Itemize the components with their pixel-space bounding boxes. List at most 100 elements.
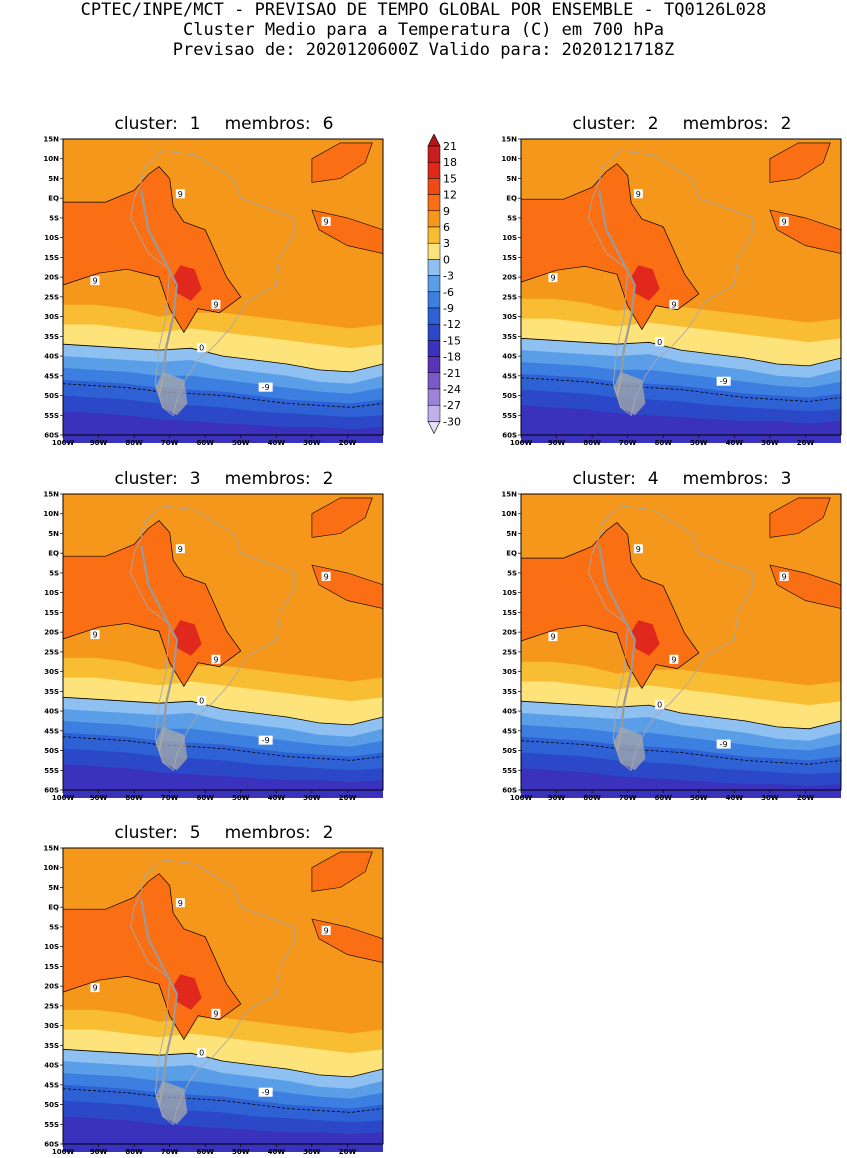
- latitude-tick-label: 10S: [44, 943, 59, 951]
- contour-line-0: [62, 343, 384, 373]
- contour-label-box: [633, 544, 643, 554]
- contour-label-box: [655, 700, 665, 710]
- warm-blob-northeast: [311, 497, 373, 538]
- colorbar-tick-label: 18: [443, 156, 457, 169]
- patagonia-terrain: [613, 726, 646, 771]
- contour-label-box: [321, 571, 331, 581]
- latitude-tick-label: 45S: [502, 727, 517, 735]
- contour-label: 9: [324, 217, 329, 226]
- latitude-tick-label: 5N: [506, 175, 517, 183]
- contour-fill-group: [62, 494, 384, 798]
- contour-label: 9: [324, 926, 329, 935]
- longitude-tick-label: 80W: [125, 439, 143, 447]
- map-frame: [62, 493, 384, 791]
- south-america-coastline: [130, 859, 295, 1126]
- contour-label: 9: [178, 545, 183, 554]
- longitude-tick-label: 80W: [125, 794, 143, 802]
- contour-line-0: [62, 696, 384, 726]
- colorbar-tick-label: -27: [443, 399, 461, 412]
- contour-label-box: [779, 571, 789, 581]
- map-frame: [520, 493, 842, 791]
- contour-label-box: [90, 983, 100, 993]
- longitude-tick-label: 30W: [303, 1148, 321, 1156]
- colorbar-tick-label: -3: [443, 270, 454, 283]
- south-america-coastline: [130, 150, 295, 417]
- contour-label: -9: [720, 740, 728, 749]
- contour-fill-group: [520, 139, 842, 443]
- latitude-tick-label: 50S: [502, 392, 517, 400]
- latitude-tick-label: 10N: [501, 510, 517, 518]
- colorbar-segment: [427, 226, 441, 244]
- latitude-tick-label: 45S: [44, 727, 59, 735]
- contour-label-box: [175, 898, 185, 908]
- colorbar-tick-label: -9: [443, 302, 454, 315]
- contour-label-box: [548, 273, 558, 283]
- colorbar-tick-label: -12: [443, 318, 461, 331]
- latitude-tick-label: 5S: [49, 569, 59, 577]
- contour-label: 9: [92, 631, 97, 640]
- colorbar-segment: [427, 178, 441, 195]
- longitude-tick-label: 70W: [619, 439, 637, 447]
- latitude-tick-label: 55S: [44, 767, 59, 775]
- contour-label-box: [175, 189, 185, 199]
- latitude-tick-label: 25S: [502, 648, 517, 656]
- contour-label-box: [175, 544, 185, 554]
- contour-fill-group: [62, 139, 384, 443]
- panel-title: cluster: 3 membros: 2: [114, 469, 334, 489]
- temperature-band-12-15: [173, 265, 202, 301]
- latitude-tick-label: 50S: [44, 1101, 59, 1109]
- contour-label-box: [548, 632, 558, 642]
- latitude-tick-label: 20S: [502, 274, 517, 282]
- longitude-tick-label: 100W: [52, 794, 75, 802]
- latitude-tick-label: 40S: [502, 353, 517, 361]
- latitude-tick-label: 15N: [43, 136, 59, 144]
- latitude-tick-label: 30S: [502, 668, 517, 676]
- temperature-band-minus18-minus15: [521, 405, 841, 443]
- colorbar-top-arrow: [427, 134, 441, 147]
- contour-line-minus9: [62, 383, 384, 408]
- latitude-tick-label: 55S: [502, 412, 517, 420]
- longitude-tick-label: 100W: [510, 439, 533, 447]
- latitude-tick-label: 25S: [44, 1002, 59, 1010]
- temperature-band-minus18-minus15: [63, 1116, 383, 1152]
- contour-label: 9: [671, 300, 676, 309]
- latitude-tick-label: 15S: [502, 609, 517, 617]
- patagonia-terrain: [613, 371, 646, 416]
- latitude-tick-label: 60S: [502, 787, 517, 795]
- longitude-tick-label: 40W: [726, 794, 744, 802]
- latitude-tick-label: 15S: [502, 254, 517, 262]
- contour-label: 9: [782, 572, 787, 581]
- latitude-tick-label: 5S: [507, 569, 517, 577]
- latitude-tick-label: 5N: [48, 884, 59, 892]
- patagonia-terrain: [155, 726, 188, 771]
- longitude-tick-label: 80W: [583, 794, 601, 802]
- contour-label-box: [669, 299, 679, 309]
- contour-label: 9: [324, 572, 329, 581]
- colorbar-segment: [427, 307, 441, 325]
- longitude-tick-label: 20W: [339, 439, 357, 447]
- latitude-tick-label: EQ: [506, 195, 517, 203]
- colorbar-segment: [427, 194, 441, 212]
- contour-label-box: [258, 1087, 273, 1097]
- latitude-tick-label: 35S: [44, 333, 59, 341]
- longitude-tick-label: 70W: [161, 439, 179, 447]
- colorbar-segment: [427, 356, 441, 374]
- latitude-tick-label: 55S: [502, 767, 517, 775]
- header-line-3: Previsao de: 2020120600Z Valido para: 20…: [172, 40, 675, 60]
- contour-label-box: [716, 739, 731, 749]
- colorbar-segment: [427, 291, 441, 309]
- latitude-tick-label: 5S: [49, 923, 59, 931]
- longitude-tick-label: 90W: [548, 439, 566, 447]
- contour-label: 9: [782, 217, 787, 226]
- contour-label: 9: [178, 899, 183, 908]
- colorbar-tick-label: -6: [443, 286, 454, 299]
- latitude-tick-label: 55S: [44, 1121, 59, 1129]
- latitude-tick-label: 30S: [44, 668, 59, 676]
- longitude-tick-label: 20W: [797, 439, 815, 447]
- longitude-tick-label: 40W: [268, 439, 286, 447]
- colorbar-tick-label: -18: [443, 351, 461, 364]
- latitude-tick-label: 10S: [502, 589, 517, 597]
- longitude-tick-label: 50W: [232, 439, 250, 447]
- contour-label-box: [197, 1048, 207, 1058]
- colorbar-tick-label: 9: [443, 205, 450, 218]
